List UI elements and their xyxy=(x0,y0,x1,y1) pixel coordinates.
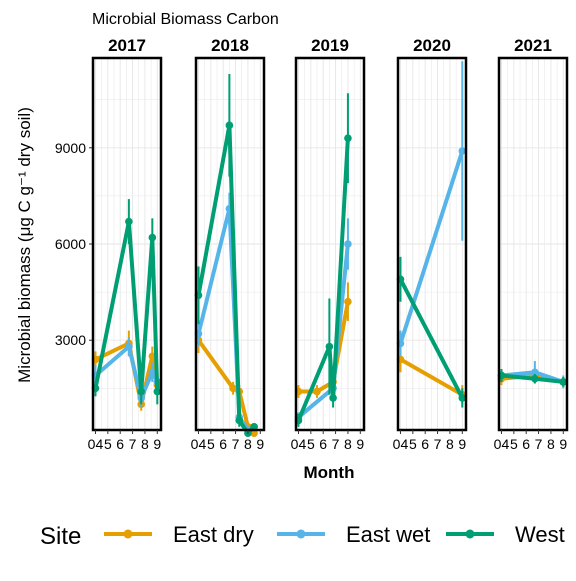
series-line xyxy=(296,299,350,394)
series-line xyxy=(196,338,257,436)
data-point xyxy=(148,233,157,242)
x-tick-label: 5 xyxy=(510,436,518,452)
panel-border xyxy=(294,56,366,432)
facet-label: 2017 xyxy=(108,36,146,55)
data-point xyxy=(531,374,539,383)
x-tick-label: 8 xyxy=(244,436,252,452)
x-tick-label: 9 xyxy=(356,436,364,452)
x-tick-label: 7 xyxy=(129,436,137,452)
grid xyxy=(499,58,567,430)
legend-label: East wet xyxy=(346,522,430,547)
x-tick-label: 04 xyxy=(291,436,307,452)
data-point xyxy=(229,384,237,393)
series-west xyxy=(294,93,352,427)
x-tick-label: 7 xyxy=(332,436,340,452)
x-tick-label: 5 xyxy=(207,436,215,452)
x-tick-label: 6 xyxy=(319,436,327,452)
panel-border xyxy=(396,56,468,432)
x-tick-label: 6 xyxy=(421,436,429,452)
x-tick-label: 8 xyxy=(547,436,555,452)
series-east-dry xyxy=(194,327,258,438)
data-point xyxy=(125,217,133,226)
data-point xyxy=(344,240,352,248)
data-point xyxy=(344,134,352,142)
y-tick-label: 3000 xyxy=(55,332,86,348)
data-point xyxy=(153,387,162,396)
legend-title: Site xyxy=(40,523,81,550)
x-tick-label: 8 xyxy=(141,436,149,452)
data-point xyxy=(329,394,337,402)
data-point xyxy=(531,368,539,377)
series-west xyxy=(91,199,162,405)
y-axis-title: Microbial biomass (μg C g⁻¹ dry soil) xyxy=(15,107,34,383)
x-tick-label: 8 xyxy=(344,436,352,452)
legend-label: West xyxy=(515,522,565,547)
grid xyxy=(93,58,161,430)
data-point xyxy=(148,368,157,377)
data-point xyxy=(225,121,234,130)
y-tick-label: 6000 xyxy=(55,236,86,252)
x-tick-label: 9 xyxy=(256,436,264,452)
x-tick-label: 5 xyxy=(104,436,112,452)
x-tick-label: 04 xyxy=(88,436,104,452)
x-tick-label: 8 xyxy=(446,436,454,452)
x-tick-label: 7 xyxy=(434,436,442,452)
series-line xyxy=(398,277,465,400)
data-point xyxy=(559,378,568,386)
x-tick-label: 9 xyxy=(458,436,466,452)
x-tick-label: 04 xyxy=(191,436,207,452)
data-point xyxy=(344,297,352,306)
panel-border xyxy=(194,56,266,432)
facet-label: 2021 xyxy=(514,36,552,55)
legend-key-point xyxy=(296,529,306,539)
data-point xyxy=(325,342,334,351)
series-line xyxy=(196,123,257,436)
x-tick-label: 7 xyxy=(535,436,543,452)
x-tick-label: 5 xyxy=(409,436,417,452)
series-line xyxy=(296,136,350,423)
facet-panel: 2020 04 5 6 7 8 9 xyxy=(393,36,468,452)
x-tick-label: 6 xyxy=(219,436,227,452)
panel-border xyxy=(497,56,569,432)
facet-label: 2018 xyxy=(211,36,249,55)
x-axis-title: Month xyxy=(304,463,355,482)
x-tick-label: 6 xyxy=(116,436,124,452)
series-line xyxy=(398,357,465,397)
facet-panel: 2017 04 5 6 7 8 9 xyxy=(88,36,163,452)
y-tick-label: 9000 xyxy=(55,140,86,156)
data-point xyxy=(125,342,133,351)
data-point xyxy=(250,422,258,431)
x-tick-label: 7 xyxy=(232,436,240,452)
legend-key-point xyxy=(465,529,475,539)
x-tick-label: 04 xyxy=(393,436,409,452)
data-point xyxy=(458,147,467,155)
x-tick-label: 6 xyxy=(522,436,530,452)
facet-label: 2020 xyxy=(413,36,451,55)
chart-title: Microbial Biomass Carbon xyxy=(92,11,279,28)
facet-panel: 2018 04 5 6 7 8 9 xyxy=(191,36,266,452)
facet-label: 2019 xyxy=(311,36,349,55)
data-point xyxy=(235,416,244,425)
x-tick-label: 5 xyxy=(307,436,315,452)
facet-panel: 2021 04 5 6 7 8 9 xyxy=(494,36,569,452)
legend-key-point xyxy=(123,529,133,539)
series-east-dry xyxy=(294,282,352,398)
data-point xyxy=(458,394,467,402)
series-east-wet xyxy=(194,192,258,434)
data-point xyxy=(137,387,146,396)
x-tick-label: 9 xyxy=(559,436,567,452)
series-west xyxy=(194,74,258,438)
panel-border xyxy=(91,56,163,432)
data-point xyxy=(313,387,321,396)
facet-panel: 2019 04 5 6 7 8 9 xyxy=(291,36,366,452)
x-tick-label: 04 xyxy=(494,436,510,452)
series-line xyxy=(398,149,465,346)
legend-label: East dry xyxy=(173,522,254,547)
x-tick-label: 9 xyxy=(153,436,161,452)
